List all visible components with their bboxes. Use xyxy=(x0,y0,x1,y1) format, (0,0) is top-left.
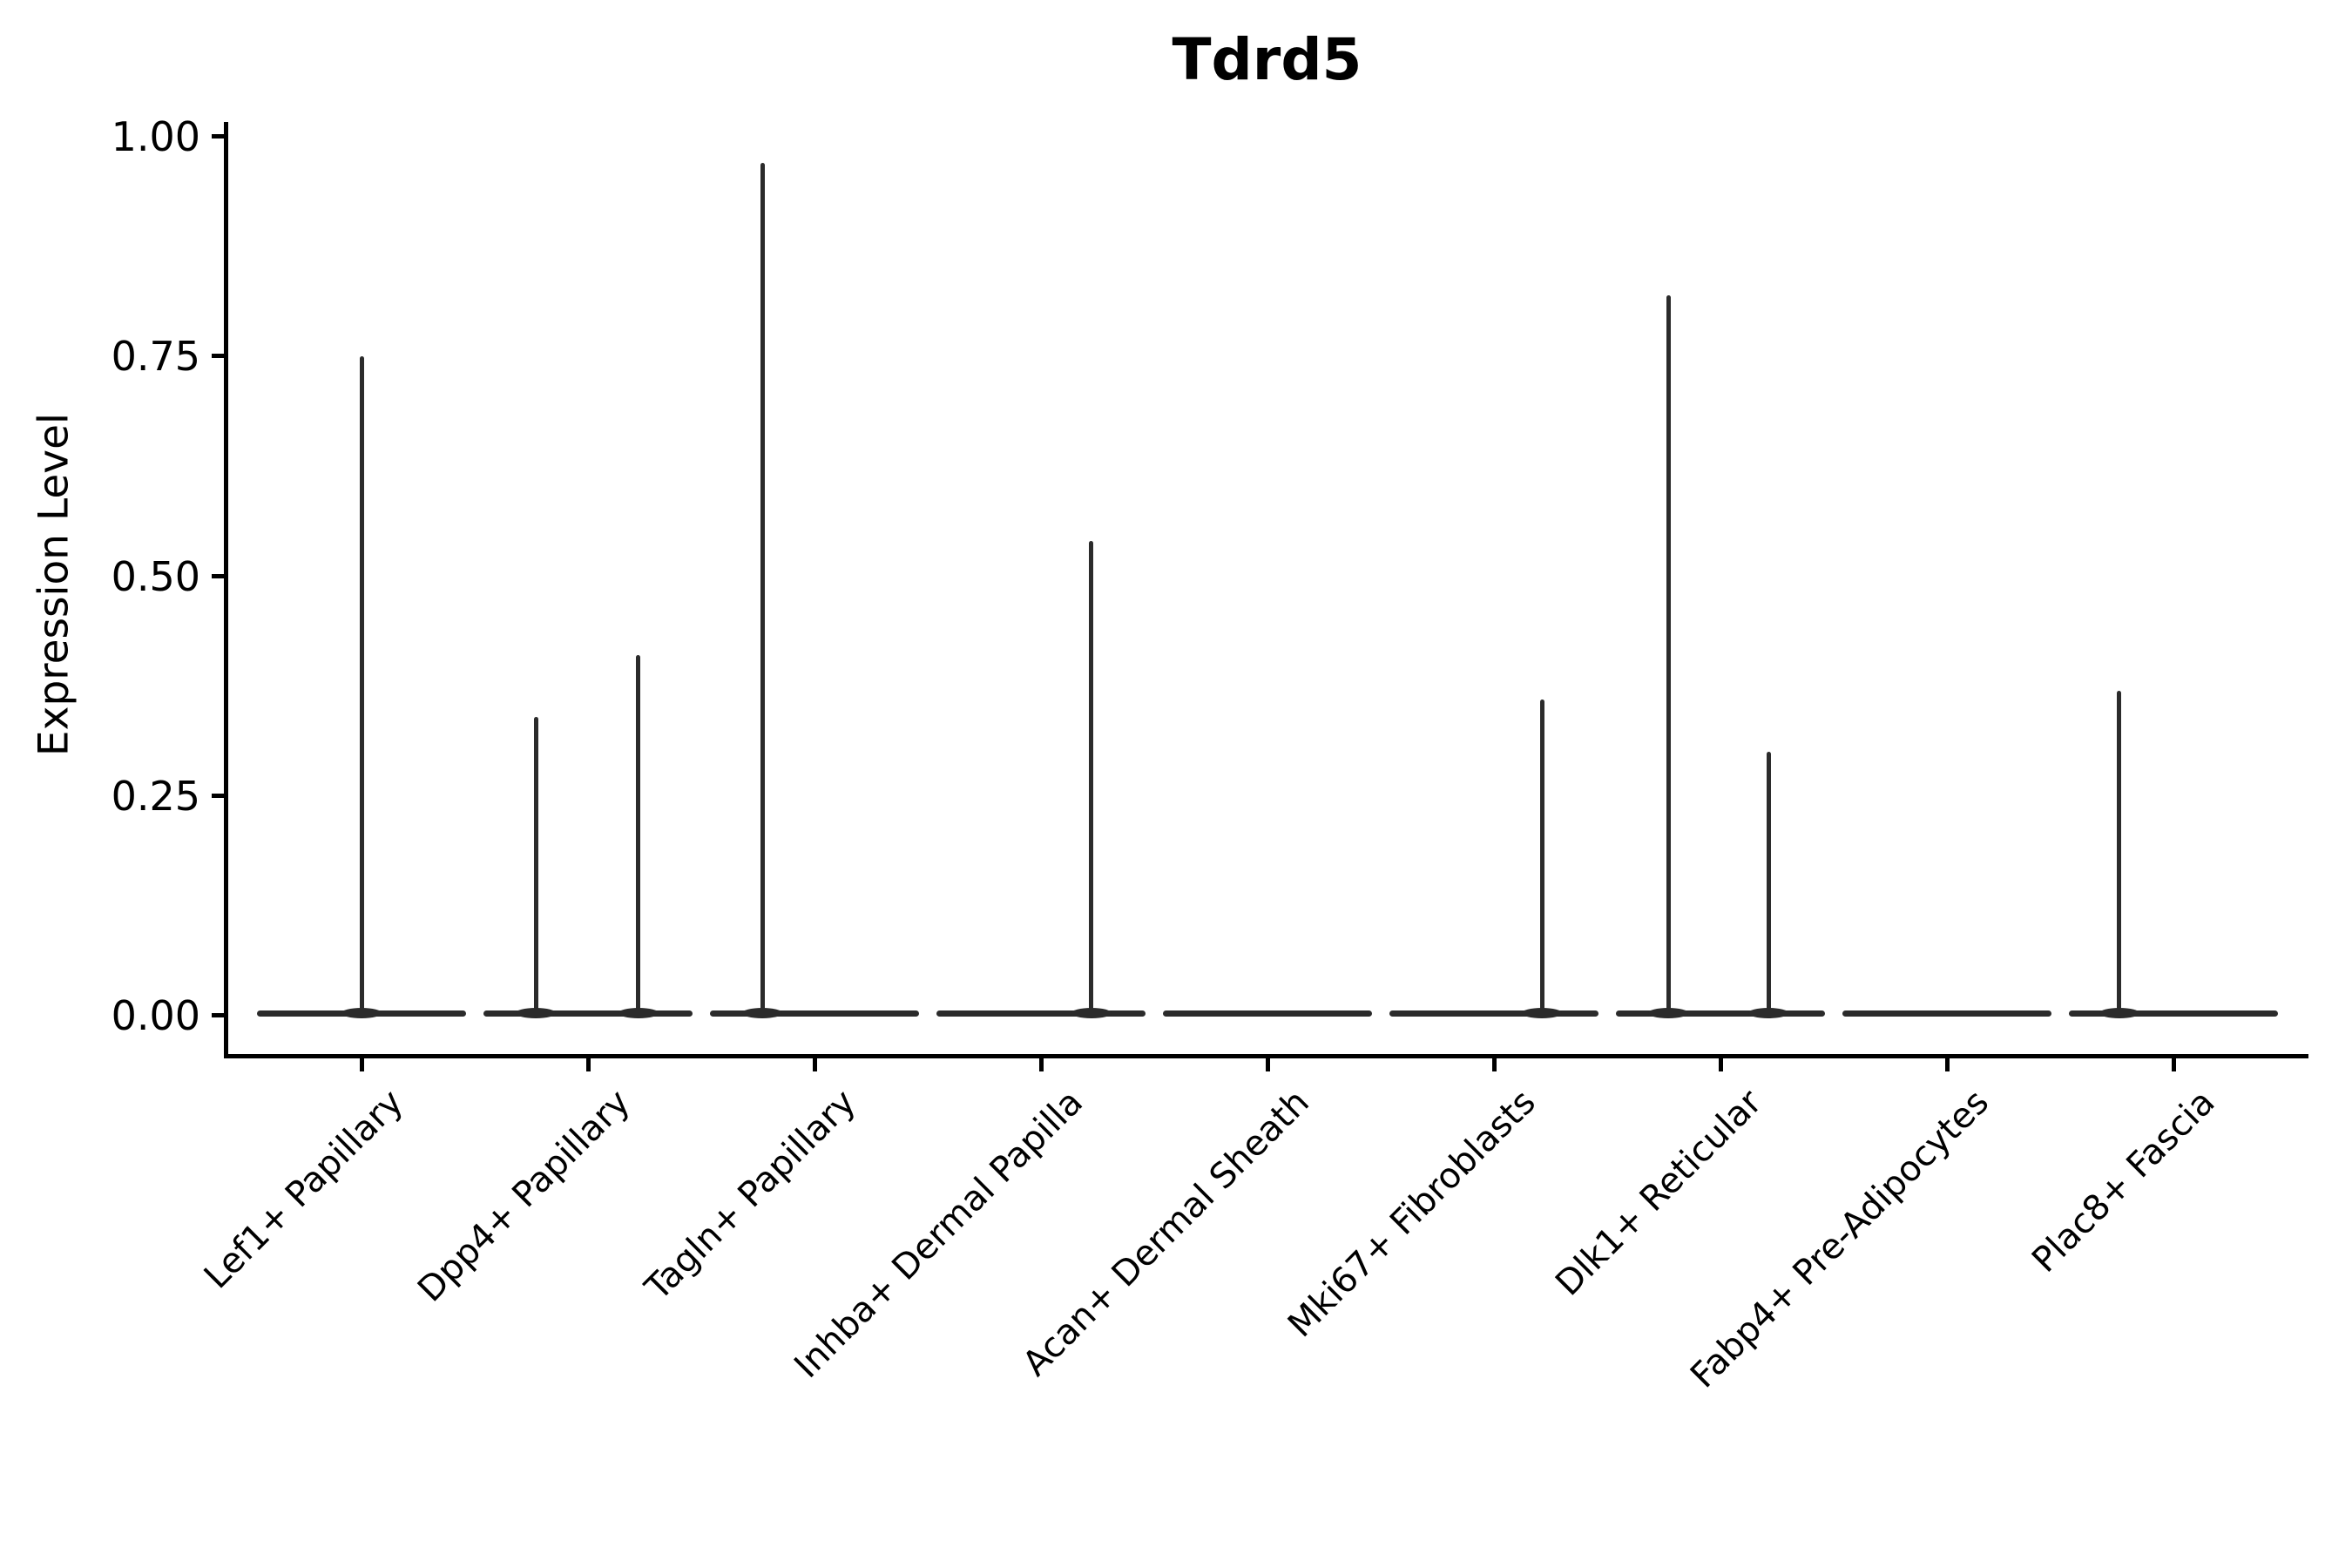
violin-spike xyxy=(533,716,538,1015)
x-tick xyxy=(2171,1056,2176,1071)
y-tick xyxy=(212,354,226,359)
violin-spike xyxy=(1766,752,1771,1015)
y-tick xyxy=(212,793,226,798)
violin-spike xyxy=(1539,699,1544,1015)
chart-title: Tdrd5 xyxy=(1172,26,1362,93)
x-tick-label: Plac8+ Fascia xyxy=(2024,1082,2223,1281)
x-tick xyxy=(1265,1056,1270,1071)
x-tick-label: Dpp4+ Papillary xyxy=(409,1082,638,1310)
y-tick-label: 0.25 xyxy=(111,772,200,820)
violin-band xyxy=(483,1010,693,1017)
violin-band xyxy=(1163,1010,1372,1017)
x-tick xyxy=(585,1056,591,1071)
x-tick xyxy=(812,1056,817,1071)
y-tick xyxy=(212,1013,226,1017)
x-tick xyxy=(1944,1056,1950,1071)
y-tick-label: 0.75 xyxy=(111,333,200,381)
violin-band xyxy=(1842,1010,2051,1017)
violin-spike xyxy=(636,655,641,1015)
violin-spike xyxy=(2117,690,2122,1015)
x-tick xyxy=(1491,1056,1497,1071)
x-tick xyxy=(1718,1056,1723,1071)
violin-band xyxy=(1616,1010,1825,1017)
violin-spike xyxy=(1089,541,1094,1015)
y-tick-label: 0.50 xyxy=(111,552,200,600)
violin-band xyxy=(936,1010,1146,1017)
x-tick-label: Tagln+ Papillary xyxy=(638,1082,864,1308)
violin-spike xyxy=(760,163,765,1015)
y-axis-line xyxy=(224,122,228,1058)
y-tick xyxy=(212,573,226,578)
violin-spike xyxy=(1666,294,1671,1015)
violin-band xyxy=(710,1010,919,1017)
x-tick-label: Lef1+ Papillary xyxy=(196,1082,411,1297)
x-tick-label: Mki67+ Fibroblasts xyxy=(1280,1082,1544,1346)
x-tick xyxy=(1038,1056,1044,1071)
violin-band xyxy=(2069,1010,2278,1017)
y-tick-label: 1.00 xyxy=(111,113,200,160)
violin-band xyxy=(1389,1010,1598,1017)
y-tick xyxy=(212,134,226,139)
x-tick xyxy=(359,1056,364,1071)
x-tick-label: Dlk1+ Reticular xyxy=(1548,1082,1770,1304)
y-tick-label: 0.00 xyxy=(111,992,200,1039)
violin-spike xyxy=(359,356,364,1015)
